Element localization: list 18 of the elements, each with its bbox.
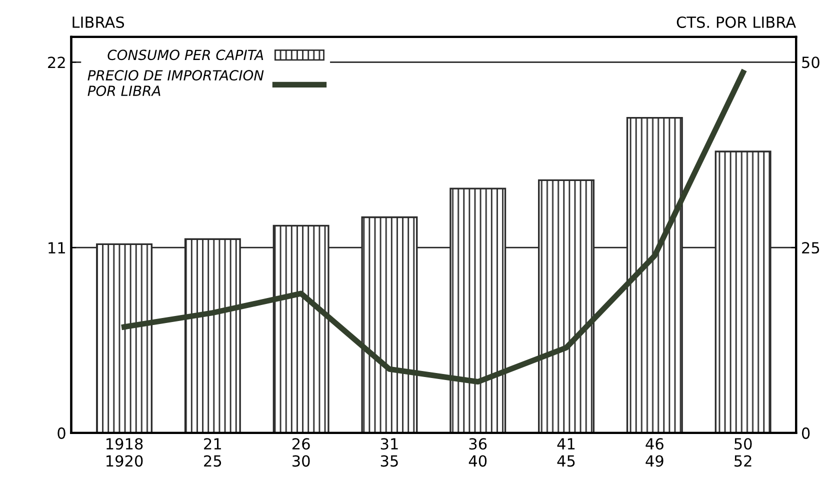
y2-axis-title: CTS. POR LIBRA xyxy=(676,16,796,28)
x-tick-label: 26 30 xyxy=(292,438,310,467)
x-tick-label: 1918 1920 xyxy=(106,438,143,467)
x-tick-label: 31 35 xyxy=(380,438,398,467)
x-tick-label: 36 40 xyxy=(468,438,487,467)
x-tick-label: 21 25 xyxy=(204,438,222,467)
legend-label: PRECIO DE IMPORTACION POR LIBRA xyxy=(88,70,264,96)
x-tick-label: 50 52 xyxy=(734,438,752,467)
y-tick-label: 22 xyxy=(48,56,65,68)
y-tick-label: 11 xyxy=(48,242,65,254)
y2-tick-label: 0 xyxy=(802,427,810,439)
y2-tick-label: 50 xyxy=(802,56,820,68)
legend-label: CONSUMO PER CAPITA xyxy=(108,50,264,60)
x-tick-label: 41 45 xyxy=(557,438,575,467)
y-axis-title: LIBRAS xyxy=(72,16,124,28)
y-tick-label: 0 xyxy=(58,427,66,439)
x-tick-label: 46 49 xyxy=(646,438,664,467)
y2-tick-label: 25 xyxy=(802,242,820,254)
